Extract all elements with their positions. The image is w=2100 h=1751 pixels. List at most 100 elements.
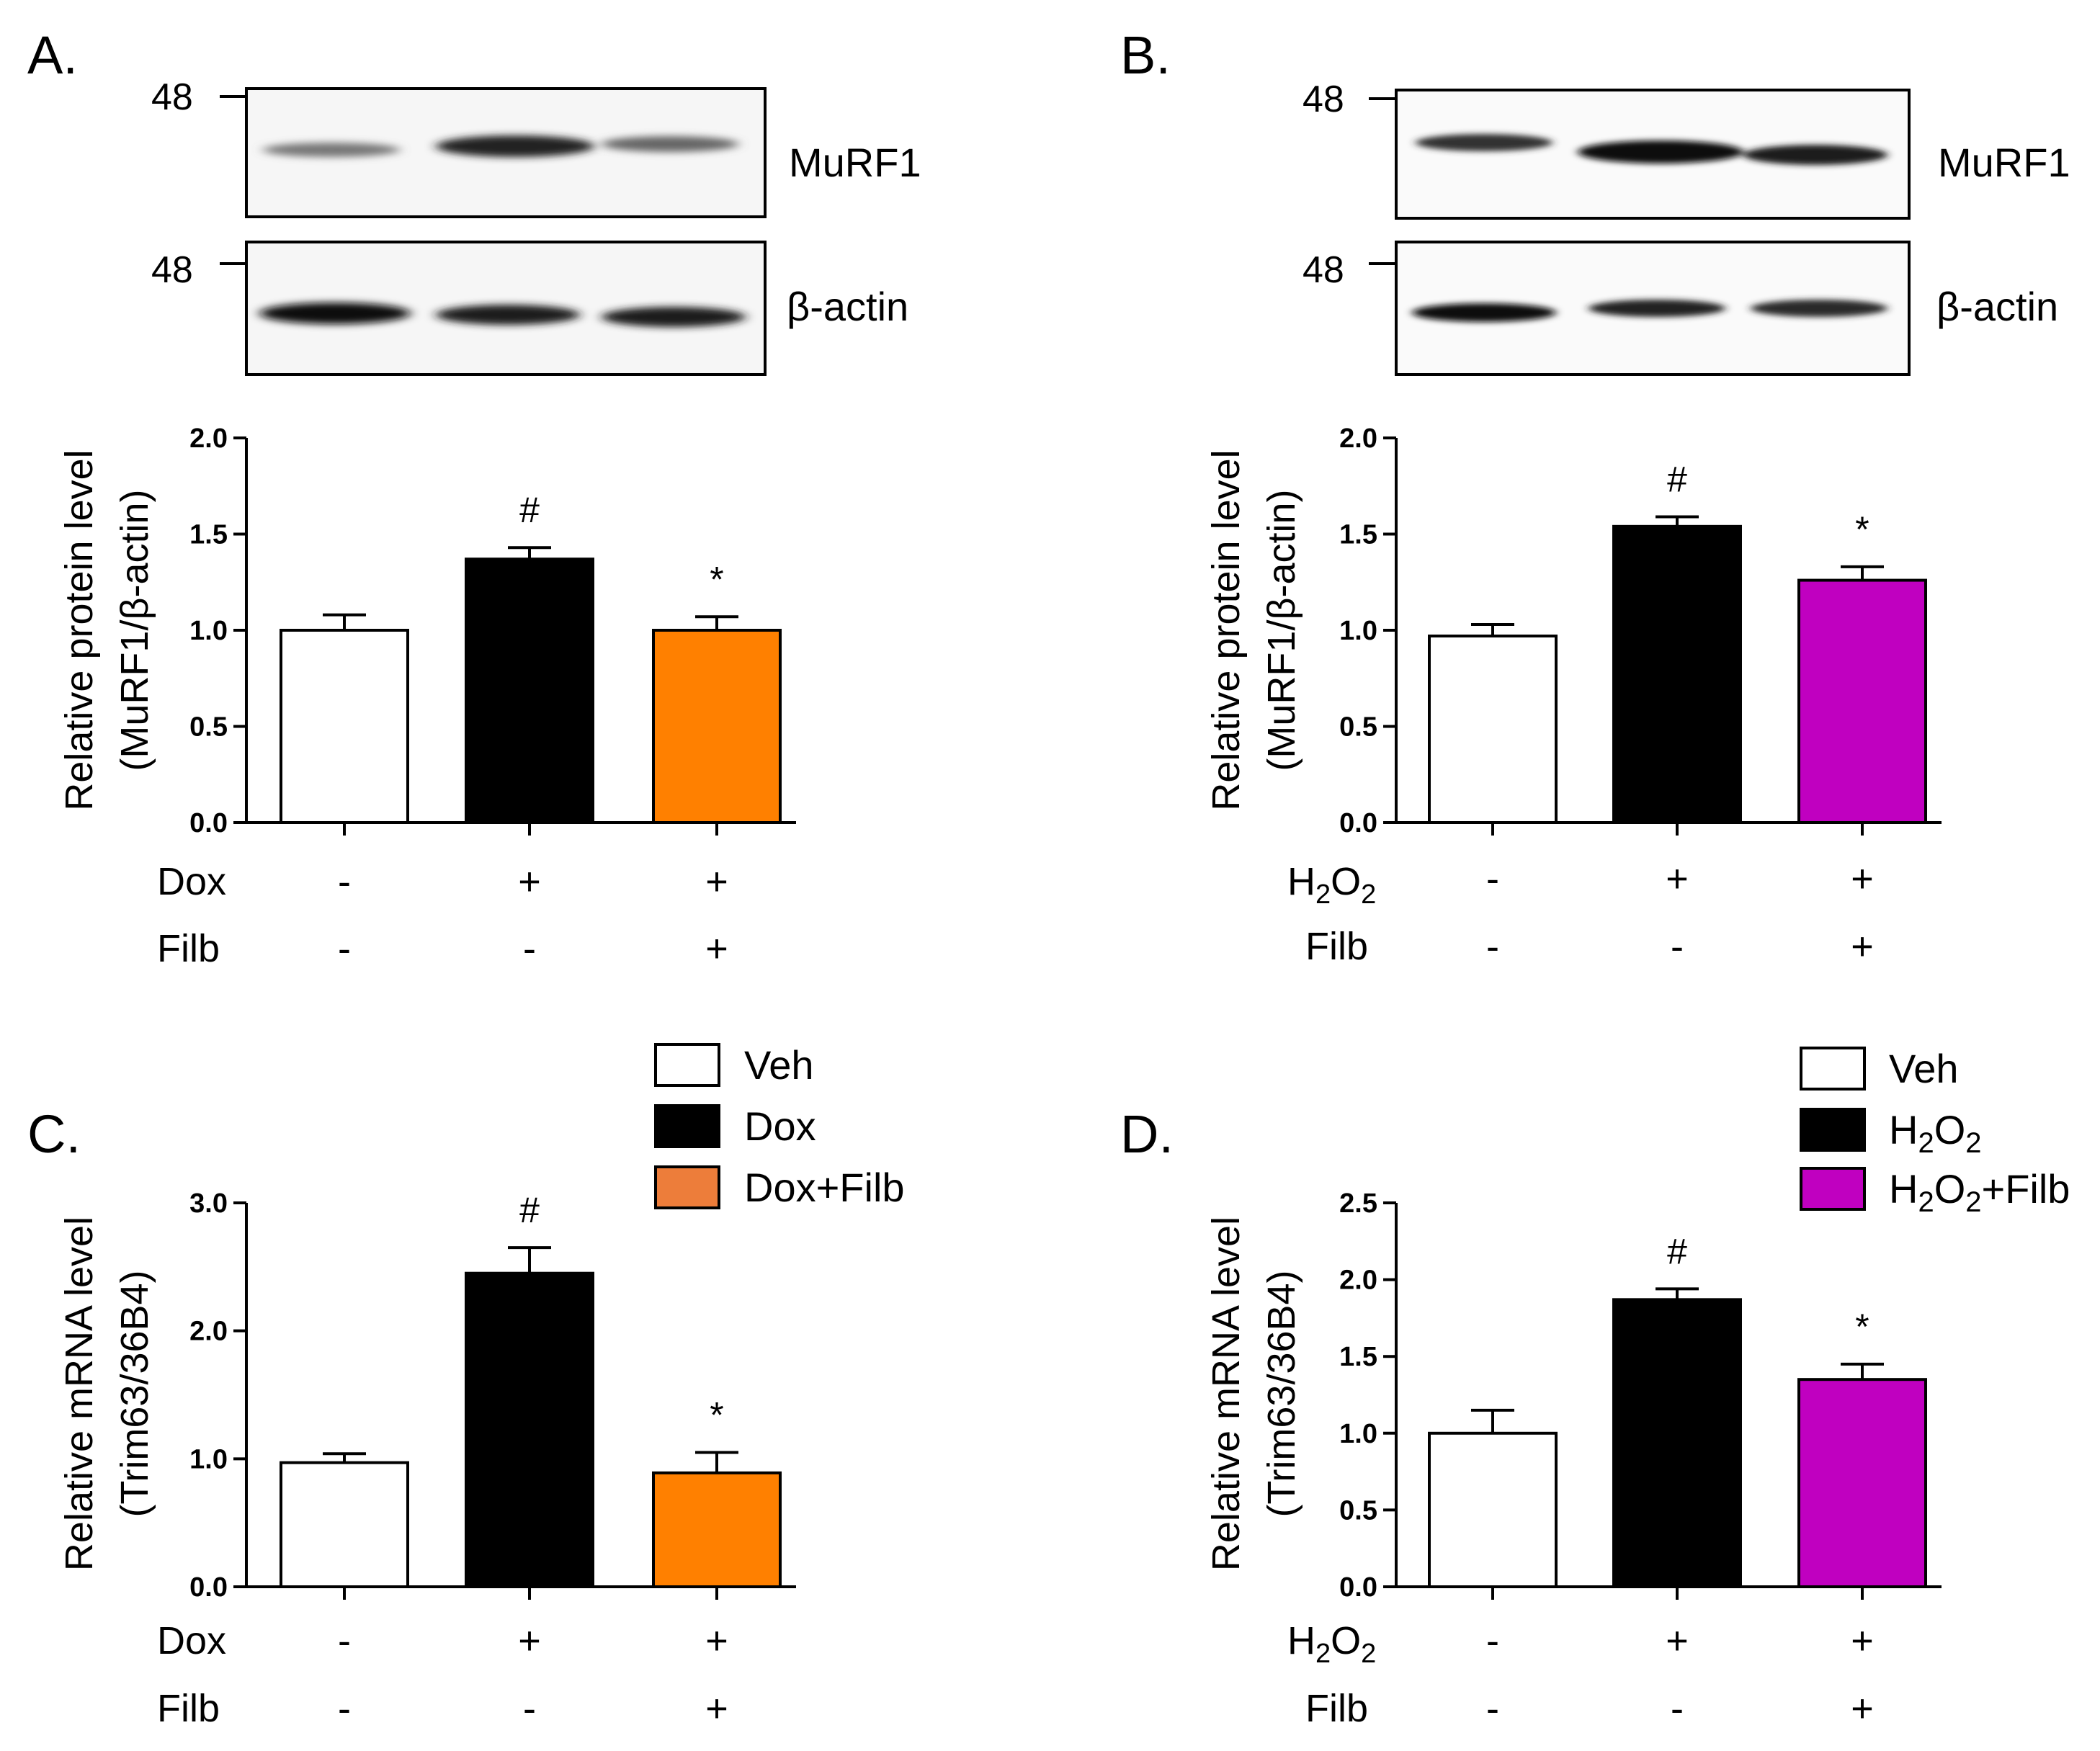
- bar: [1797, 1378, 1927, 1589]
- condition-sign: -: [1671, 1687, 1684, 1730]
- y-tick-label: 2.0: [189, 1317, 228, 1347]
- blot-label-beta-actin: β-actin: [1936, 284, 2058, 329]
- y-tick-label: 0.0: [189, 808, 228, 838]
- blot-band-lane1: [1412, 303, 1556, 322]
- significance-mark: *: [1855, 1307, 1869, 1347]
- condition-sign: -: [1486, 925, 1499, 968]
- bar: [1428, 1431, 1558, 1589]
- panel-c: C. Veh Dox Dox+Filb 0.01.02.03.0Relative…: [27, 1042, 905, 1730]
- condition-sign: -: [338, 927, 351, 970]
- condition-label-filb: Filb: [1305, 1687, 1368, 1730]
- panel-b-actin-blot: 48 β-actin: [1303, 241, 2058, 376]
- y-axis-label: Relative protein level: [58, 449, 101, 810]
- condition-sign: +: [518, 860, 541, 903]
- blot-band-lane1: [1416, 134, 1552, 151]
- condition-sign: +: [1666, 1619, 1689, 1662]
- blot-label-murf1: MuRF1: [1938, 140, 2070, 185]
- condition-sign: +: [705, 927, 728, 970]
- legend-label-veh: Veh: [1889, 1046, 1959, 1091]
- condition-sign: -: [1671, 925, 1684, 968]
- condition-label-h2o2: H2O2: [1287, 1619, 1376, 1669]
- condition-sign: -: [1486, 1687, 1499, 1730]
- legend-swatch-h2o2-filb: [1800, 1167, 1866, 1211]
- y-tick-label: 0.0: [189, 1572, 228, 1603]
- condition-label-filb: Filb: [157, 1687, 220, 1730]
- mw-marker-label: 48: [151, 249, 193, 291]
- panel-d-legend: Veh H2O2 H2O2+Filb: [1800, 1046, 2070, 1218]
- panel-a: A. 48 MuRF1 48 β-actin 0: [27, 25, 921, 970]
- panel-c-bar-chart: 0.0 1.0 2.0 3.0 Relative mRNA level (Trim63/3…: [58, 1188, 796, 1603]
- y-tick-label: 1.5: [1339, 1342, 1377, 1372]
- blot-label-murf1: MuRF1: [789, 140, 921, 185]
- panel-b-letter: B.: [1120, 25, 1171, 85]
- condition-label-filb: Filb: [157, 927, 220, 970]
- y-tick-label: 1.0: [1339, 1419, 1377, 1449]
- panel-b-murf1-blot: 48 MuRF1: [1303, 79, 2070, 220]
- legend-swatch-veh: [1800, 1047, 1866, 1091]
- bar: [465, 557, 594, 825]
- y-axis-label: Relative mRNA level: [58, 1217, 101, 1571]
- panel-a-conditions: Dox - + + Filb - - +: [157, 860, 728, 970]
- y-tick-label: 0.0: [1339, 1572, 1377, 1603]
- mw-marker-label: 48: [151, 76, 193, 118]
- condition-sign: -: [338, 860, 351, 903]
- significance-mark: *: [710, 559, 723, 599]
- condition-sign: +: [705, 860, 728, 903]
- panel-b: B. 48 MuRF1 48 β-actin 0.00.51.01.52.0R: [1120, 25, 2070, 968]
- blot-band-lane3: [602, 307, 746, 327]
- y-tick-label: 0.5: [1339, 712, 1377, 743]
- condition-label-dox: Dox: [157, 860, 226, 903]
- y-axis-label: (Trim63/36B4): [1260, 1270, 1303, 1517]
- legend-label-veh: Veh: [744, 1042, 814, 1088]
- blot-band-lane2: [436, 135, 594, 157]
- condition-sign: +: [705, 1619, 728, 1662]
- condition-sign: -: [1486, 1619, 1499, 1662]
- panel-a-actin-blot: 48 β-actin: [151, 241, 908, 376]
- bar: [1797, 578, 1927, 825]
- y-tick-label: 1.0: [189, 1444, 228, 1474]
- bar: [280, 1461, 409, 1588]
- y-tick-label: 2.5: [1339, 1188, 1377, 1219]
- panel-d-conditions: H2O2 - + + Filb - - +: [1287, 1619, 1874, 1730]
- condition-label-dox: Dox: [157, 1619, 226, 1662]
- panel-c-conditions: Dox - + + Filb - - +: [157, 1619, 728, 1730]
- legend-swatch-h2o2: [1800, 1108, 1866, 1152]
- legend-label-h2o2-filb: H2O2+Filb: [1889, 1166, 2070, 1218]
- condition-label-h2o2: H2O2: [1287, 860, 1376, 910]
- condition-sign: -: [338, 1687, 351, 1730]
- condition-sign: +: [705, 1687, 728, 1730]
- significance-mark: #: [1667, 459, 1687, 499]
- y-tick-label: 0.5: [189, 712, 228, 743]
- y-tick-label: 0.5: [1339, 1495, 1377, 1526]
- panel-d-letter: D.: [1120, 1104, 1174, 1164]
- significance-mark: #: [1667, 1231, 1687, 1271]
- y-tick-label: 2.0: [189, 424, 228, 454]
- blot-band-lane1: [263, 143, 400, 157]
- legend-swatch-dox: [654, 1104, 720, 1148]
- y-tick-label: 1.5: [1339, 520, 1377, 550]
- y-axis-label: (MuRF1/β-actin): [1260, 489, 1303, 771]
- condition-sign: +: [1851, 1687, 1874, 1730]
- y-tick-label: 3.0: [189, 1188, 228, 1219]
- bar: [280, 629, 409, 824]
- condition-sign: -: [523, 927, 536, 970]
- panel-d-bar-chart: 0.0 0.5 1.0 1.5 2.0 2.5 Relative mRNA level (Tr…: [1205, 1188, 1942, 1603]
- condition-sign: +: [1851, 925, 1874, 968]
- blot-band-lane3: [602, 136, 738, 152]
- blot-band-lane2: [1578, 140, 1743, 164]
- condition-sign: +: [518, 1619, 541, 1662]
- panel-b-conditions: H2O2 - + + Filb - - +: [1287, 857, 1874, 968]
- bar: [652, 1471, 782, 1589]
- panel-a-murf1-blot: 48 MuRF1: [151, 76, 921, 218]
- condition-sign: +: [1666, 857, 1689, 900]
- y-axis-label: Relative mRNA level: [1205, 1217, 1248, 1571]
- y-axis-label: (MuRF1/β-actin): [113, 489, 156, 771]
- condition-sign: +: [1851, 1619, 1874, 1662]
- y-tick-label: 2.0: [1339, 1266, 1377, 1296]
- legend-label-dox-filb: Dox+Filb: [744, 1165, 905, 1210]
- bar: [1428, 635, 1558, 824]
- blot-band-lane2: [1589, 300, 1725, 317]
- mw-marker-label: 48: [1303, 79, 1344, 120]
- bar: [1612, 524, 1742, 824]
- blot-band-lane3: [1743, 145, 1887, 165]
